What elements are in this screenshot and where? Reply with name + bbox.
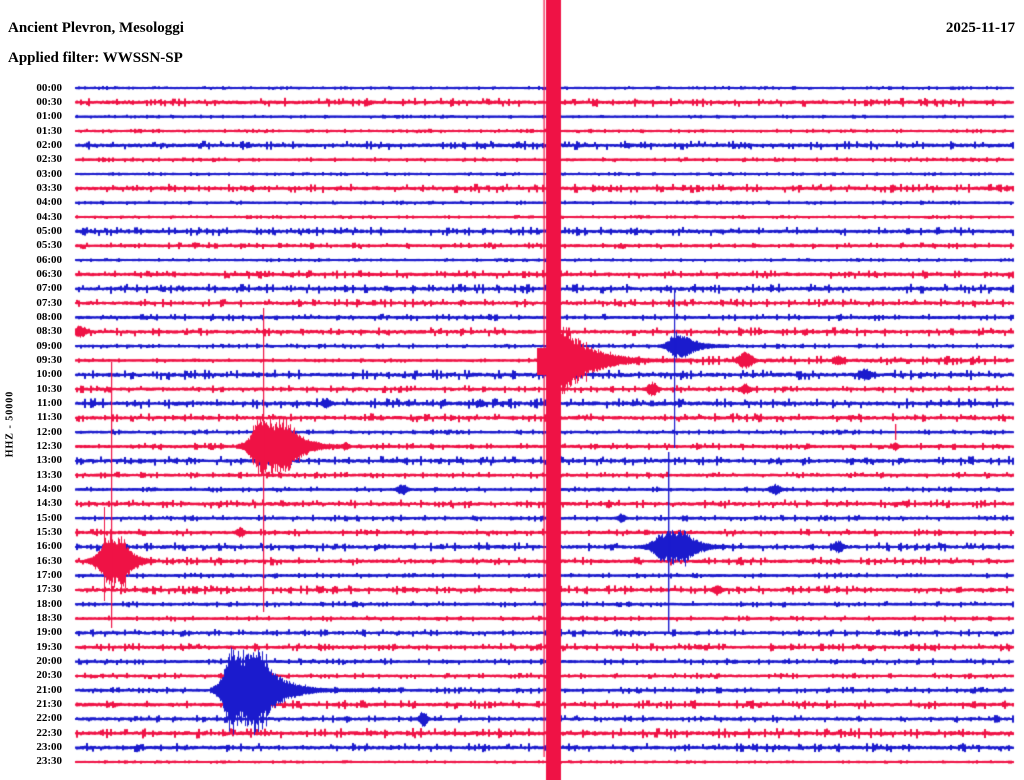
row-label-16:30: 16:30 — [36, 554, 62, 567]
row-label-11:30: 11:30 — [36, 411, 62, 424]
row-label-07:00: 07:00 — [36, 282, 62, 295]
row-label-15:00: 15:00 — [36, 511, 62, 524]
row-label-10:30: 10:30 — [36, 382, 62, 395]
row-label-18:00: 18:00 — [36, 597, 62, 610]
row-label-15:30: 15:30 — [36, 526, 62, 539]
row-label-09:00: 09:00 — [36, 339, 62, 352]
row-label-03:30: 03:30 — [36, 181, 62, 194]
row-label-07:30: 07:30 — [36, 296, 62, 309]
row-label-12:00: 12:00 — [36, 425, 62, 438]
date-label: 2025-11-17 — [945, 20, 1015, 36]
row-label-03:00: 03:00 — [36, 167, 62, 180]
row-label-06:30: 06:30 — [36, 267, 62, 280]
row-label-08:00: 08:00 — [36, 310, 62, 323]
row-label-21:30: 21:30 — [36, 698, 62, 711]
row-label-05:30: 05:30 — [36, 239, 62, 252]
row-label-19:30: 19:30 — [36, 640, 62, 653]
row-label-13:00: 13:00 — [36, 454, 62, 467]
row-label-19:00: 19:00 — [36, 626, 62, 639]
row-label-02:30: 02:30 — [36, 153, 62, 166]
row-label-14:30: 14:30 — [36, 497, 62, 510]
row-label-20:00: 20:00 — [36, 655, 62, 668]
row-label-16:00: 16:00 — [36, 540, 62, 553]
row-label-21:00: 21:00 — [36, 683, 62, 696]
row-label-00:30: 00:30 — [36, 95, 62, 108]
row-label-06:00: 06:00 — [36, 253, 62, 266]
row-label-22:30: 22:30 — [36, 726, 62, 739]
row-label-12:30: 12:30 — [36, 440, 62, 452]
row-label-01:00: 01:00 — [36, 110, 62, 123]
row-label-17:00: 17:00 — [36, 569, 62, 582]
row-label-20:30: 20:30 — [36, 669, 62, 682]
row-label-10:00: 10:00 — [36, 368, 62, 381]
row-label-13:30: 13:30 — [36, 468, 62, 481]
row-label-17:30: 17:30 — [36, 583, 62, 596]
row-label-18:30: 18:30 — [36, 612, 62, 625]
row-label-11:00: 11:00 — [36, 396, 62, 409]
station-title: Ancient Plevron, Mesologgi — [8, 20, 184, 36]
row-label-00:00: 00:00 — [36, 81, 62, 94]
row-labels: 00:00 00:30 01:00 01:30 02:00 02:30 03:00 03:30… — [0, 0, 62, 780]
row-label-04:00: 04:00 — [36, 196, 62, 209]
row-label-04:30: 04:30 — [36, 210, 62, 223]
row-label-02:00: 02:00 — [36, 138, 62, 151]
row-label-05:00: 05:00 — [36, 224, 62, 237]
row-label-22:00: 22:00 — [36, 712, 62, 725]
row-label-14:00: 14:00 — [36, 483, 62, 496]
row-label-23:30: 23:30 — [36, 755, 62, 768]
applied-filter-label: Applied filter: WWSSN-SP — [8, 50, 183, 66]
row-label-09:30: 09:30 — [36, 353, 62, 366]
row-label-08:30: 08:30 — [36, 325, 62, 338]
row-label-01:30: 01:30 — [36, 124, 62, 137]
row-label-23:00: 23:00 — [36, 741, 62, 754]
